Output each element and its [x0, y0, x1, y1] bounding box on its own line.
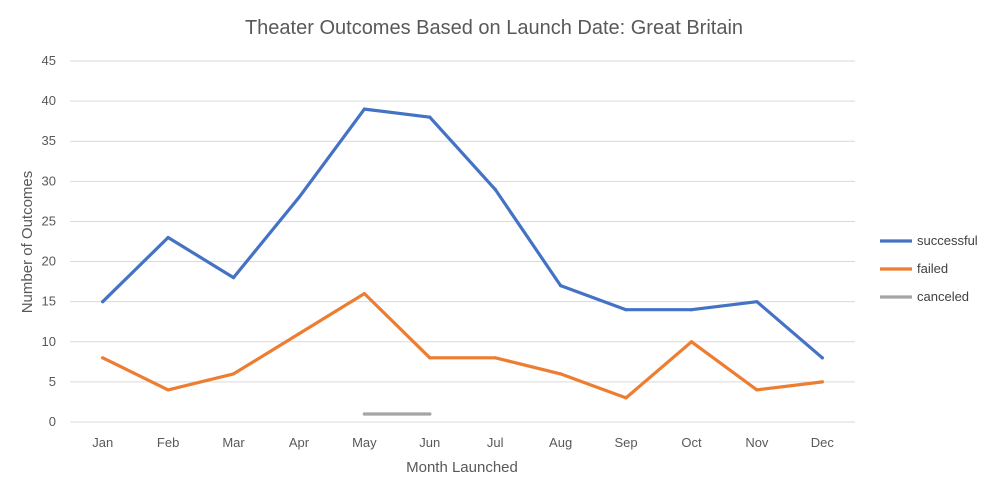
data-point-failed — [624, 396, 628, 400]
y-tick-label: 5 — [49, 374, 56, 389]
x-tick-label: Jun — [419, 435, 440, 450]
data-point-successful — [231, 276, 236, 280]
y-tick-label: 10 — [42, 334, 56, 349]
series-canceled — [362, 412, 432, 416]
y-tick-label: 25 — [42, 213, 56, 228]
x-tick-label: Aug — [549, 435, 572, 450]
data-point-failed — [820, 380, 824, 384]
chart-title: Theater Outcomes Based on Launch Date: G… — [245, 17, 743, 39]
data-point-successful — [166, 235, 170, 240]
data-point-failed — [689, 340, 694, 344]
y-tick-label: 15 — [42, 294, 56, 309]
data-point-successful — [493, 187, 497, 191]
legend-label: successful — [917, 233, 978, 248]
data-point-failed — [362, 292, 366, 296]
data-point-failed — [297, 332, 301, 336]
data-point-failed — [755, 388, 759, 392]
y-tick-label: 0 — [49, 414, 56, 429]
y-tick-label: 35 — [42, 133, 56, 148]
data-point-canceled — [362, 412, 366, 416]
legend-label: canceled — [917, 289, 969, 304]
y-tick-label: 20 — [42, 254, 56, 269]
x-tick-label: Apr — [289, 435, 310, 450]
legend: successful failed canceled — [880, 233, 978, 304]
data-point-successful — [820, 356, 824, 360]
data-point-successful — [362, 107, 366, 111]
x-tick-label: Mar — [222, 435, 245, 450]
data-point-failed — [166, 388, 170, 392]
x-tick-label: Nov — [745, 435, 769, 450]
y-tick-label: 40 — [42, 93, 56, 108]
series-lines — [101, 107, 824, 416]
data-point-failed — [493, 356, 497, 360]
data-point-failed — [101, 356, 105, 360]
x-tick-label: Jan — [92, 435, 113, 450]
data-point-failed — [231, 372, 236, 376]
y-axis-ticks: 0 5 10 15 20 25 30 35 40 45 — [42, 53, 56, 429]
legend-item-successful: successful — [880, 233, 978, 248]
series-successful — [101, 107, 824, 360]
x-tick-label: Dec — [811, 435, 835, 450]
x-axis-ticks: Jan Feb Mar Apr May Jun Jul Aug Sep Oct Nov Dec — [92, 435, 834, 450]
data-point-successful — [755, 300, 759, 304]
y-axis-title: Number of Outcomes — [19, 171, 36, 314]
gridlines — [70, 60, 855, 423]
data-point-failed — [428, 356, 432, 360]
x-tick-label: Oct — [681, 435, 702, 450]
x-tick-label: Feb — [157, 435, 179, 450]
x-axis-title: Month Launched — [406, 459, 518, 476]
legend-label: failed — [917, 261, 948, 276]
y-tick-label: 30 — [42, 173, 56, 188]
x-tick-label: May — [352, 435, 377, 450]
data-point-failed — [559, 372, 563, 376]
x-tick-label: Jul — [487, 435, 504, 450]
legend-item-failed: failed — [880, 261, 948, 276]
x-tick-label: Sep — [614, 435, 637, 450]
y-tick-label: 45 — [42, 53, 56, 68]
series-failed — [101, 292, 824, 400]
data-point-successful — [428, 115, 432, 119]
series-line-failed — [101, 292, 824, 400]
data-point-canceled — [428, 412, 432, 416]
data-point-successful — [101, 300, 105, 304]
legend-item-canceled: canceled — [880, 289, 969, 304]
series-line-successful — [101, 107, 824, 360]
data-point-successful — [624, 308, 628, 312]
data-point-successful — [559, 284, 563, 288]
data-point-successful — [689, 308, 694, 312]
data-point-successful — [297, 195, 301, 199]
